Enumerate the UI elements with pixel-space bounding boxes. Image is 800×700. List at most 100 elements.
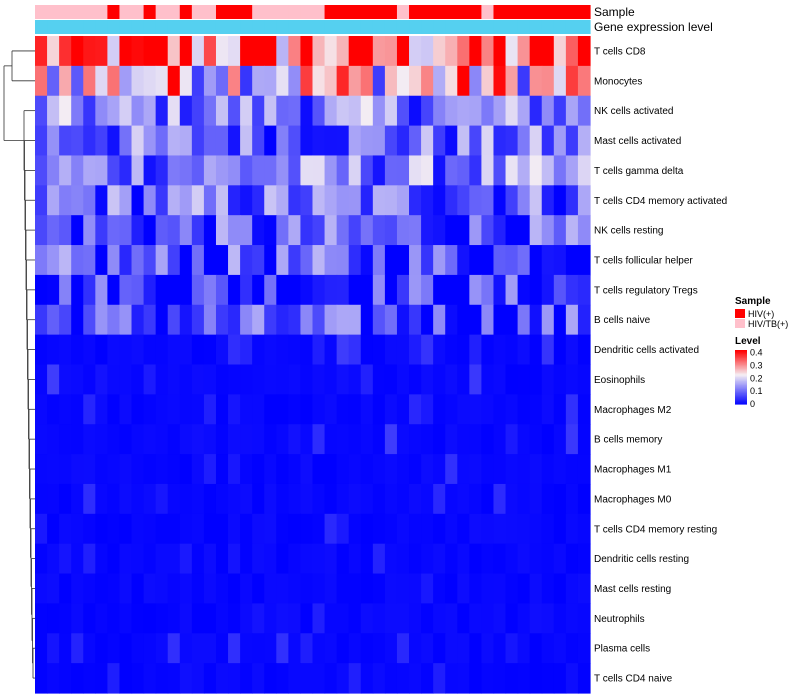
sample-annotation-cell: [35, 5, 48, 19]
heatmap-cell: [421, 513, 434, 545]
heatmap-cell: [119, 513, 133, 545]
heatmap-cell: [288, 603, 302, 634]
heatmap-cell: [131, 334, 145, 366]
heatmap-cell: [445, 185, 458, 216]
heatmap-cell: [565, 603, 579, 634]
heatmap-cell: [541, 424, 555, 455]
sample-annotation-cell: [288, 5, 302, 19]
heatmap-cell: [240, 603, 253, 634]
heatmap-cell: [505, 483, 519, 515]
heatmap-cell: [252, 513, 265, 545]
legend: Sample HIV(+) HIV/TB(+) Level 0.40.30.20…: [735, 296, 788, 409]
heatmap-cell: [541, 304, 555, 336]
sample-annotation-cell: [505, 5, 519, 19]
heatmap-cell: [421, 155, 434, 186]
row-label: Dendritic cells resting: [594, 554, 689, 565]
heatmap-cell: [433, 334, 446, 366]
heatmap-cell: [71, 185, 84, 216]
legend-gradient-step: [735, 387, 747, 390]
heatmap-cells: [35, 36, 591, 694]
legend-gradient-step: [735, 359, 747, 362]
heatmap-cell: [553, 663, 567, 694]
heatmap-cell: [553, 603, 567, 634]
row-label: Dendritic cells activated: [594, 345, 699, 356]
heatmap-cell: [264, 663, 277, 694]
heatmap-cell: [457, 603, 470, 634]
heatmap-cell: [493, 65, 507, 97]
heatmap-cell: [433, 245, 446, 276]
heatmap-cell: [47, 603, 60, 634]
heatmap-cell: [481, 65, 495, 97]
heatmap-cell: [143, 543, 157, 575]
heatmap-cell: [336, 513, 350, 545]
heatmap-cell: [47, 633, 60, 664]
heatmap-cell: [71, 65, 84, 97]
heatmap-cell: [252, 424, 265, 455]
heatmap-cell: [553, 334, 567, 366]
heatmap-cell: [155, 364, 169, 395]
gene-expression-annotation-cell: [433, 20, 446, 34]
heatmap-cell: [384, 424, 398, 455]
heatmap-cell: [107, 394, 121, 425]
heatmap-cell: [276, 663, 289, 694]
heatmap-cell: [565, 424, 579, 455]
row-label: NK cells activated: [594, 106, 673, 117]
heatmap-cell: [107, 334, 121, 366]
heatmap-cell: [300, 36, 314, 67]
sample-annotation-cell: [71, 5, 84, 19]
heatmap-cell: [35, 663, 48, 694]
heatmap-cell: [372, 215, 386, 246]
heatmap-cell: [95, 364, 108, 395]
heatmap-cell: [360, 155, 374, 186]
heatmap-cell: [143, 364, 157, 395]
heatmap-cell: [155, 95, 169, 127]
sample-annotation-cell: [324, 5, 338, 19]
gene-expression-annotation-cell: [312, 20, 326, 34]
legend-tick-label: 0.3: [750, 360, 763, 370]
gene-expression-annotation-cell: [553, 20, 567, 34]
gene-expression-annotation-cell: [577, 20, 591, 34]
sample-annotation-cell: [179, 5, 193, 19]
heatmap-cell: [264, 483, 277, 515]
heatmap-cell: [252, 573, 265, 605]
heatmap-cell: [143, 603, 157, 634]
heatmap-cell: [469, 215, 483, 246]
sample-annotation-cell: [529, 5, 543, 19]
heatmap-cell: [517, 36, 531, 67]
heatmap-cell: [336, 603, 350, 634]
heatmap-cell: [155, 663, 169, 694]
heatmap-cell: [445, 394, 458, 425]
heatmap-cell: [493, 155, 507, 186]
heatmap-cell: [191, 513, 205, 545]
heatmap-cell: [143, 95, 157, 127]
heatmap-cell: [409, 334, 422, 366]
heatmap-cell: [324, 65, 338, 97]
heatmap-cell: [421, 125, 434, 157]
heatmap-cell: [493, 454, 507, 485]
heatmap-cell: [228, 364, 241, 395]
heatmap-cell: [396, 454, 410, 485]
heatmap-cell: [252, 454, 265, 485]
legend-gradient-step: [735, 382, 747, 385]
heatmap-cell: [215, 424, 229, 455]
heatmap-cell: [421, 543, 434, 575]
heatmap-cell: [481, 215, 495, 246]
heatmap-cell: [179, 573, 193, 605]
heatmap-cell: [167, 36, 181, 67]
heatmap-cell: [47, 36, 60, 67]
heatmap-cell: [324, 573, 338, 605]
heatmap-cell: [348, 95, 362, 127]
heatmap-cell: [35, 95, 48, 127]
heatmap-cell: [155, 215, 169, 246]
heatmap-cell: [240, 334, 253, 366]
heatmap-cell: [71, 245, 84, 276]
heatmap-cell: [264, 334, 277, 366]
heatmap-cell: [203, 36, 217, 67]
heatmap-cell: [35, 364, 48, 395]
heatmap-cell: [264, 95, 277, 127]
heatmap-cell: [179, 304, 193, 336]
heatmap-cell: [71, 394, 84, 425]
legend-gradient-step: [735, 371, 747, 374]
heatmap-cell: [83, 334, 96, 366]
heatmap-cell: [421, 424, 434, 455]
